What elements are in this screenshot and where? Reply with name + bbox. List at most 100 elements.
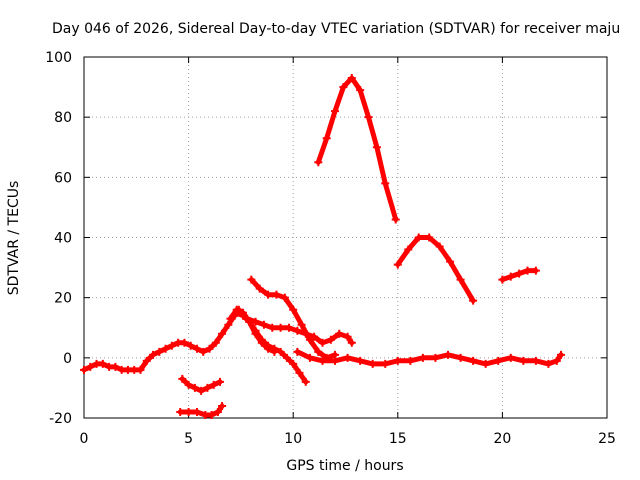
data-point [469,356,478,365]
data-point [215,377,224,386]
x-tick-label: 0 [80,431,89,447]
data-point [257,335,266,344]
y-tick-label: 60 [54,170,72,186]
data-point [149,350,158,359]
data-point [318,338,327,347]
data-point [211,338,220,347]
data-point [203,383,212,392]
data-point [481,359,490,368]
axis-ticks: 0 5 10 15 20 25 -20 0 20 40 60 80 100 [45,50,616,447]
data-point [192,344,201,353]
data-point [270,344,279,353]
data-point [247,275,256,284]
data-point [161,344,170,353]
y-tick-label: 20 [54,291,72,307]
data-point [381,359,390,368]
data-point [456,353,465,362]
data-point [356,356,365,365]
data-point [86,362,95,371]
data-point [213,407,222,416]
series-line-arc-7 [234,310,309,385]
data-point [282,353,291,362]
data-point [343,332,352,341]
x-axis-label: GPS time / hours [286,458,403,474]
x-tick-label: 15 [389,431,407,447]
data-point [293,326,302,335]
chart-title: Day 046 of 2026, Sidereal Day-to-day VTE… [52,21,620,37]
data-point [80,365,88,374]
y-axis-label: SDTVAR / TECUs [6,181,22,296]
data-point [243,314,252,323]
data-point [98,359,107,368]
data-point [155,347,164,356]
data-point [446,257,455,266]
data-point [264,290,273,299]
data-point [331,107,340,116]
data-point [556,350,565,359]
data-point [276,347,285,356]
data-point [331,356,340,365]
data-point [431,353,440,362]
data-point [393,356,402,365]
data-point [180,338,189,347]
data-point [301,329,310,338]
data-point [186,341,195,350]
data-point [381,179,390,188]
x-tick-label: 5 [184,431,193,447]
data-point [276,323,285,332]
data-point [469,296,478,305]
data-point [199,347,208,356]
data-point [314,158,323,167]
data-point [335,329,344,338]
data-point [184,407,193,416]
data-point [268,323,277,332]
data-point [251,317,260,326]
data-point [280,293,289,302]
data-point [456,275,465,284]
data-point [322,134,331,143]
data-point [207,410,216,419]
data-point [167,341,176,350]
data-point [142,356,151,365]
data-point [552,356,561,365]
x-tick-label: 20 [493,431,511,447]
data-point [393,260,402,269]
data-point [314,347,323,356]
data-point [289,359,298,368]
data-point [515,269,524,278]
y-tick-label: 0 [63,351,72,367]
data-point [205,344,214,353]
y-tick-label: 80 [54,110,72,126]
y-tick-label: 40 [54,231,72,247]
data-point [343,353,352,362]
data-point [435,242,444,251]
data-point [531,266,540,275]
data-point [255,284,264,293]
data-point [347,74,356,83]
x-tick-label: 10 [284,431,302,447]
data-point [224,320,233,329]
data-point [310,332,319,341]
data-point [289,305,298,314]
series-layer [80,74,565,419]
y-tick-label: -20 [49,411,72,427]
data-point [232,308,241,317]
data-point [494,356,503,365]
data-point [368,359,377,368]
data-point [506,353,515,362]
data-point [264,341,273,350]
data-point [184,380,193,389]
data-point [372,143,381,152]
data-point [339,83,348,92]
data-point [406,356,415,365]
data-point [176,407,185,416]
data-point [544,359,553,368]
data-point [506,272,515,281]
data-point [347,338,356,347]
data-point [364,113,373,122]
data-point [318,356,327,365]
data-point [519,356,528,365]
data-point [326,335,335,344]
data-point [136,365,145,374]
grid [84,57,607,418]
